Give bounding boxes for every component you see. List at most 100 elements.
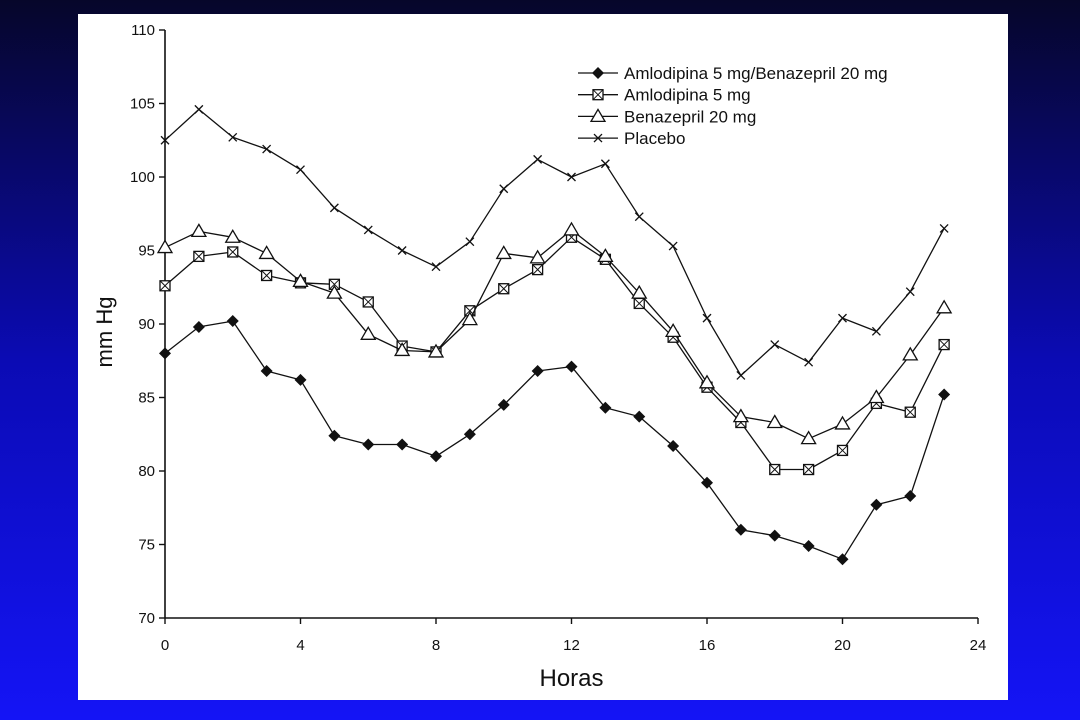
marker-cross-stroke [871, 326, 881, 336]
y-tick-label: 70 [138, 610, 155, 627]
marker-cross-stroke [567, 172, 576, 182]
series-3-point [868, 389, 885, 404]
series-2-point [904, 406, 916, 418]
series-4-point [194, 104, 204, 114]
marker-cross-stroke [702, 313, 712, 323]
series-1-point [294, 373, 307, 386]
series-1-point [226, 315, 239, 328]
marker-cross-stroke [804, 357, 814, 367]
y-tick-label: 95 [138, 243, 155, 260]
legend-marker [593, 133, 603, 143]
x-tick-label: 4 [296, 637, 304, 654]
legend-entry: Amlodipina 5 mg [578, 86, 751, 105]
series-1-point [260, 365, 273, 378]
marker-cross-stroke [837, 445, 848, 456]
series-4-line [164, 108, 945, 377]
series-1-point [633, 410, 646, 423]
legend-marker [589, 108, 607, 123]
series-3-point [258, 245, 275, 260]
legend-entry: Placebo [578, 129, 685, 148]
series-4-point [600, 159, 610, 169]
series-2-point [260, 269, 273, 282]
legend-label: Amlodipina 5 mg [624, 86, 751, 105]
series-1-point [463, 428, 476, 441]
x-tick-label: 16 [699, 637, 716, 654]
marker-cross-stroke [329, 278, 340, 290]
legend-entry: Amlodipina 5 mg/Benazepril 20 mg [578, 64, 888, 83]
series-4-point [228, 132, 238, 142]
marker-cross-stroke [261, 270, 272, 281]
series-2-point [938, 338, 950, 351]
series-1-point [497, 398, 510, 411]
series-3-point [360, 325, 377, 340]
series-4-point [363, 225, 373, 235]
series-1 [159, 315, 951, 566]
series-1-point [768, 529, 781, 542]
series-4-point [770, 340, 780, 350]
series-4-point [296, 165, 305, 175]
series-4-point [905, 287, 915, 297]
series-4-point [939, 223, 949, 233]
series-1-point [192, 320, 205, 333]
series-1-point [565, 360, 578, 373]
marker-cross-stroke [904, 406, 916, 418]
series-1-point [362, 438, 375, 451]
marker-cross-stroke [838, 313, 847, 323]
marker-cross-stroke [465, 237, 475, 247]
series-3-point [631, 284, 648, 299]
series-1-point [734, 523, 747, 536]
series-3-point [766, 414, 783, 429]
y-tick-label: 105 [130, 96, 155, 113]
series-3-point [326, 284, 343, 299]
y-tick-label: 80 [138, 463, 155, 480]
legend-marker [592, 67, 604, 79]
marker-cross-stroke [193, 251, 205, 262]
marker-cross-stroke [227, 246, 239, 258]
series-2-point [159, 280, 171, 292]
marker-cross-stroke [938, 339, 950, 350]
marker-cross-stroke [600, 159, 610, 169]
marker-cross-stroke [160, 135, 170, 145]
marker-cross-stroke [634, 212, 644, 222]
series-3-point [461, 311, 479, 326]
series-3-point [597, 248, 614, 263]
marker-cross-stroke [499, 184, 509, 194]
y-tick-label: 100 [130, 169, 155, 186]
marker-cross-stroke [362, 296, 374, 308]
y-tick-label: 85 [138, 390, 155, 407]
series-4-point [397, 246, 407, 255]
series-2-point [498, 283, 510, 295]
series-4-point [634, 212, 644, 222]
series-4-point [465, 237, 475, 247]
series-1-point [159, 347, 171, 360]
series-3-point [156, 239, 174, 254]
y-tick-label: 90 [138, 316, 155, 333]
marker-cross-stroke [228, 132, 238, 142]
marker-cross-stroke [633, 298, 645, 309]
x-axis-label: Horas [539, 665, 603, 692]
series-4-point [567, 172, 576, 182]
y-axis-label: mm Hg [92, 297, 117, 368]
series-2-point [227, 246, 239, 258]
legend-label: Benazepril 20 mg [624, 107, 756, 126]
marker-cross-stroke [159, 280, 171, 292]
marker-cross-stroke [532, 264, 543, 275]
x-tick-label: 20 [834, 637, 851, 654]
series-3-point [495, 245, 512, 260]
chart-panel: 70 75 80 85 90 95 100 105 110 0 4 8 12 16 20 24 Horas mm … [78, 14, 1008, 700]
marker-cross-stroke [431, 262, 441, 272]
legend: Amlodipina 5 mg/Benazepril 20 mg Amlodipi… [578, 64, 888, 148]
series-4-point [838, 313, 847, 323]
series-3-point [427, 343, 445, 358]
legend-marker [592, 89, 604, 101]
marker-cross-stroke [803, 464, 814, 475]
marker-cross-stroke [770, 340, 780, 350]
series-1-point [870, 498, 883, 511]
marker-cross-stroke [329, 203, 339, 213]
x-tick-label: 24 [970, 637, 987, 654]
marker-cross-stroke [194, 104, 204, 114]
series-2-point [193, 250, 205, 263]
series-4-point [431, 262, 441, 272]
series-1-point [328, 429, 341, 442]
series-1-point [667, 440, 680, 453]
